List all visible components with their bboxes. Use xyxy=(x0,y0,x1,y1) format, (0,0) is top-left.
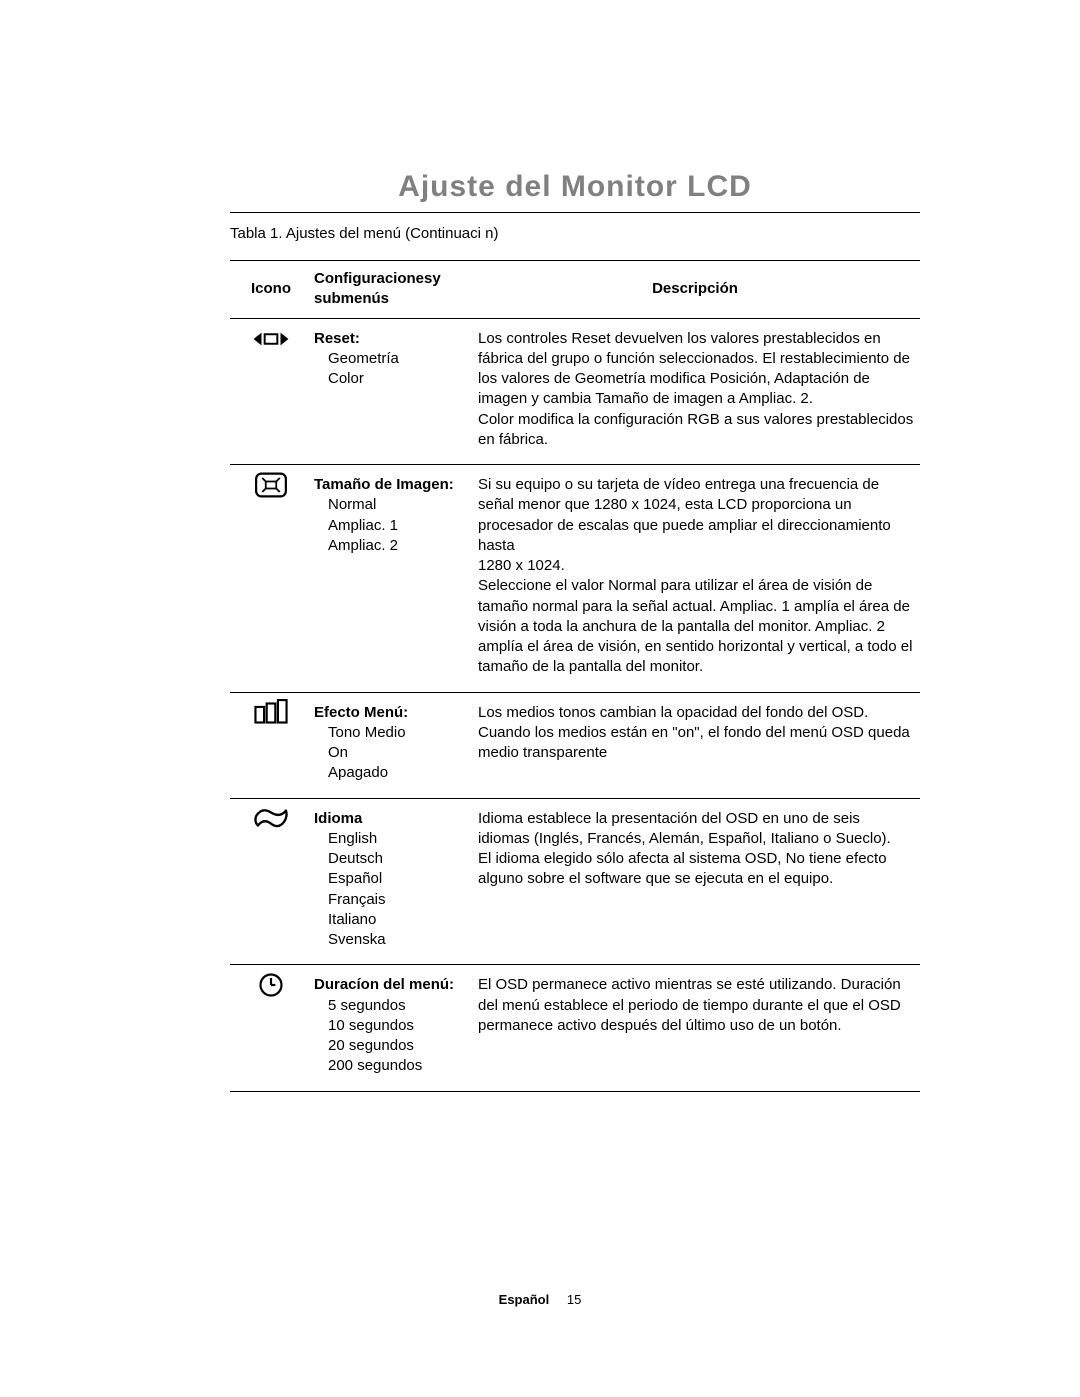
desc-cell: El OSD permanece activo mientras se esté… xyxy=(470,965,920,1091)
row-sub: Svenska xyxy=(314,930,464,950)
row-title: Reset: xyxy=(314,330,360,347)
table-header-row: Icono Configuracionesy submenús Descripc… xyxy=(230,261,920,319)
table-row: Efecto Menú: Tono Medio On Apagado Los m… xyxy=(230,692,920,798)
row-sub: Español xyxy=(314,869,464,889)
conf-cell: Duracíon del menú: 5 segundos 10 segundo… xyxy=(312,965,470,1091)
header-conf: Configuracionesy submenús xyxy=(312,261,470,319)
row-sub: 5 segundos xyxy=(314,996,464,1016)
table-row: Duracíon del menú: 5 segundos 10 segundo… xyxy=(230,965,920,1091)
row-sub: On xyxy=(314,743,464,763)
table-row: Reset: Geometría Color Los controles Res… xyxy=(230,318,920,465)
title-underline xyxy=(230,212,920,213)
desc-cell: Los medios tonos cambian la opacidad del… xyxy=(470,692,920,798)
page-title: Ajuste del Monitor LCD xyxy=(230,170,920,204)
document-page: Ajuste del Monitor LCD Tabla 1. Ajustes … xyxy=(0,0,1080,1397)
row-title: Idioma xyxy=(314,810,362,827)
row-sub: Ampliac. 2 xyxy=(314,536,464,556)
row-sub: Italiano xyxy=(314,910,464,930)
conf-cell: Idioma English Deutsch Español Français … xyxy=(312,798,470,965)
row-sub: English xyxy=(314,829,464,849)
header-icono: Icono xyxy=(230,261,312,319)
conf-cell: Efecto Menú: Tono Medio On Apagado xyxy=(312,692,470,798)
duration-icon xyxy=(252,971,290,999)
row-sub: Color xyxy=(314,369,464,389)
row-sub: Français xyxy=(314,890,464,910)
desc-cell: Los controles Reset devuelven los valore… xyxy=(470,318,920,465)
row-title: Tamaño de Imagen: xyxy=(314,476,454,493)
row-sub: Apagado xyxy=(314,763,464,783)
footer-language: Español xyxy=(499,1292,550,1307)
row-sub: Deutsch xyxy=(314,849,464,869)
conf-cell: Reset: Geometría Color xyxy=(312,318,470,465)
row-sub: 200 segundos xyxy=(314,1056,464,1076)
language-icon xyxy=(252,805,290,833)
settings-table: Icono Configuracionesy submenús Descripc… xyxy=(230,260,920,1092)
reset-icon xyxy=(252,325,290,353)
row-sub: Normal xyxy=(314,495,464,515)
row-sub: 20 segundos xyxy=(314,1036,464,1056)
row-title: Duracíon del menú: xyxy=(314,976,454,993)
row-sub: Ampliac. 1 xyxy=(314,516,464,536)
imagesize-icon xyxy=(252,471,290,499)
menueffect-icon xyxy=(252,699,290,727)
header-desc: Descripción xyxy=(470,261,920,319)
row-title: Efecto Menú: xyxy=(314,704,408,721)
row-sub: 10 segundos xyxy=(314,1016,464,1036)
desc-cell: Si su equipo o su tarjeta de vídeo entre… xyxy=(470,465,920,693)
conf-cell: Tamaño de Imagen: Normal Ampliac. 1 Ampl… xyxy=(312,465,470,693)
table-caption: Tabla 1. Ajustes del menú (Continuaci n) xyxy=(230,225,920,242)
page-footer: Español 15 xyxy=(0,1292,1080,1307)
table-row: Idioma English Deutsch Español Français … xyxy=(230,798,920,965)
table-row: Tamaño de Imagen: Normal Ampliac. 1 Ampl… xyxy=(230,465,920,693)
desc-cell: Idioma establece la presentación del OSD… xyxy=(470,798,920,965)
footer-page-number: 15 xyxy=(567,1292,581,1307)
row-sub: Geometría xyxy=(314,349,464,369)
row-sub: Tono Medio xyxy=(314,723,464,743)
